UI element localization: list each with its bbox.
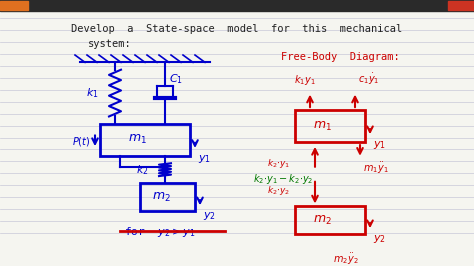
Text: Develop  a  State-space  model  for  this  mechanical: Develop a State-space model for this mec… (72, 24, 402, 34)
Text: $m_1$: $m_1$ (312, 119, 331, 133)
Text: $c_1\dot{y}_1$: $c_1\dot{y}_1$ (358, 72, 380, 87)
Text: Free-Body  Diagram:: Free-Body Diagram: (281, 52, 400, 62)
Text: $m_2$: $m_2$ (152, 191, 171, 204)
Bar (100, 124, 190, 156)
Text: $y_1$: $y_1$ (198, 153, 211, 165)
Bar (140, 184, 195, 211)
Bar (295, 206, 365, 234)
Text: $k_2{\cdot}y_1$: $k_2{\cdot}y_1$ (267, 157, 290, 170)
Text: $P(t)$: $P(t)$ (72, 135, 90, 148)
Bar (295, 110, 365, 142)
Text: $C_1$: $C_1$ (169, 72, 183, 86)
Text: $y_1$: $y_1$ (373, 139, 386, 151)
Text: $m_1$: $m_1$ (128, 133, 146, 146)
Text: $y_2$: $y_2$ (203, 210, 216, 222)
Text: $m_2$: $m_2$ (313, 214, 331, 227)
Text: $k_2$: $k_2$ (137, 163, 149, 177)
Bar (0, 1, 28, 10)
Text: $m_2\ddot{y}_2$: $m_2\ddot{y}_2$ (333, 252, 358, 266)
Text: $k_2{\cdot}y_2$: $k_2{\cdot}y_2$ (267, 184, 290, 197)
Text: $k_1 y_1$: $k_1 y_1$ (294, 73, 316, 87)
Text: $m_1\ddot{y}_1$: $m_1\ddot{y}_1$ (363, 160, 389, 176)
Text: $k_1$: $k_1$ (86, 86, 99, 100)
Bar (448, 1, 474, 10)
Bar (0, 0, 474, 11)
Text: $y_2$: $y_2$ (373, 233, 386, 245)
Text: system:: system: (88, 39, 132, 48)
Text: $k_2{\cdot}y_1 - k_2{\cdot}y_2$: $k_2{\cdot}y_1 - k_2{\cdot}y_2$ (253, 172, 313, 186)
Text: for  $y_2 > y_1$: for $y_2 > y_1$ (124, 225, 196, 239)
